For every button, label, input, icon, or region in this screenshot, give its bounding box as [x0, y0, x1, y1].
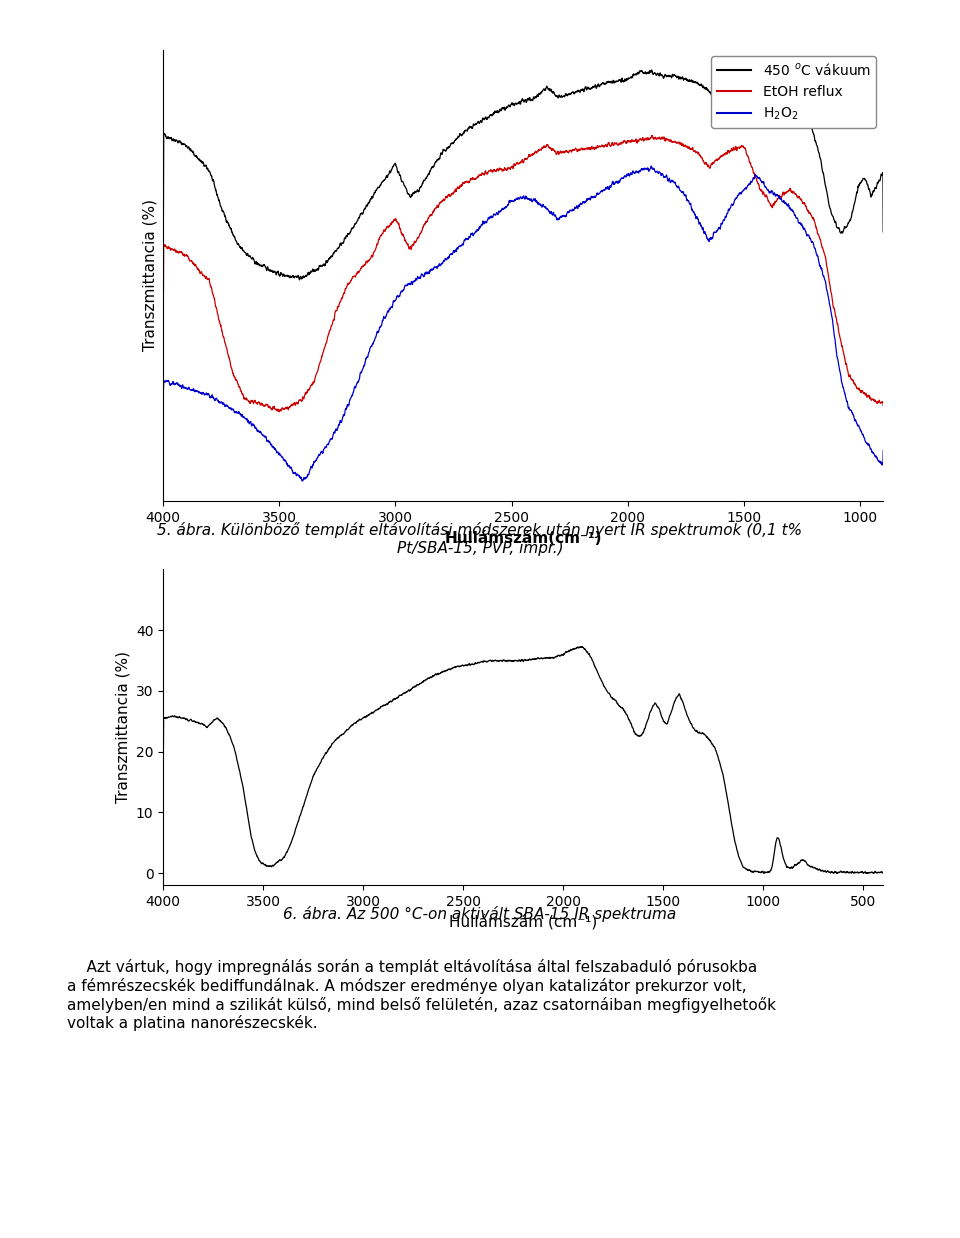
X-axis label: Hullámszám (cm⁻¹): Hullámszám (cm⁻¹) [449, 915, 597, 930]
X-axis label: Hullámszám(cm⁻¹): Hullámszám(cm⁻¹) [444, 531, 602, 546]
Text: 5. ábra. Különböző templát eltávolítási módszerek után nyert IR spektrumok (0,1 : 5. ábra. Különböző templát eltávolítási … [157, 522, 803, 556]
Text: 6. ábra. Az 500 °C-on aktivált SBA-15 IR spektruma: 6. ábra. Az 500 °C-on aktivált SBA-15 IR… [283, 906, 677, 922]
Y-axis label: Transzmittancia (%): Transzmittancia (%) [115, 651, 131, 803]
Text: Azt vártuk, hogy impregnálás során a templát eltávolítása által felszabaduló pór: Azt vártuk, hogy impregnálás során a tem… [67, 959, 777, 1031]
Y-axis label: Transzmittancia (%): Transzmittancia (%) [143, 199, 157, 352]
Legend: 450 $^o$C vákuum, EtOH reflux, H$_2$O$_2$: 450 $^o$C vákuum, EtOH reflux, H$_2$O$_2… [711, 57, 876, 128]
